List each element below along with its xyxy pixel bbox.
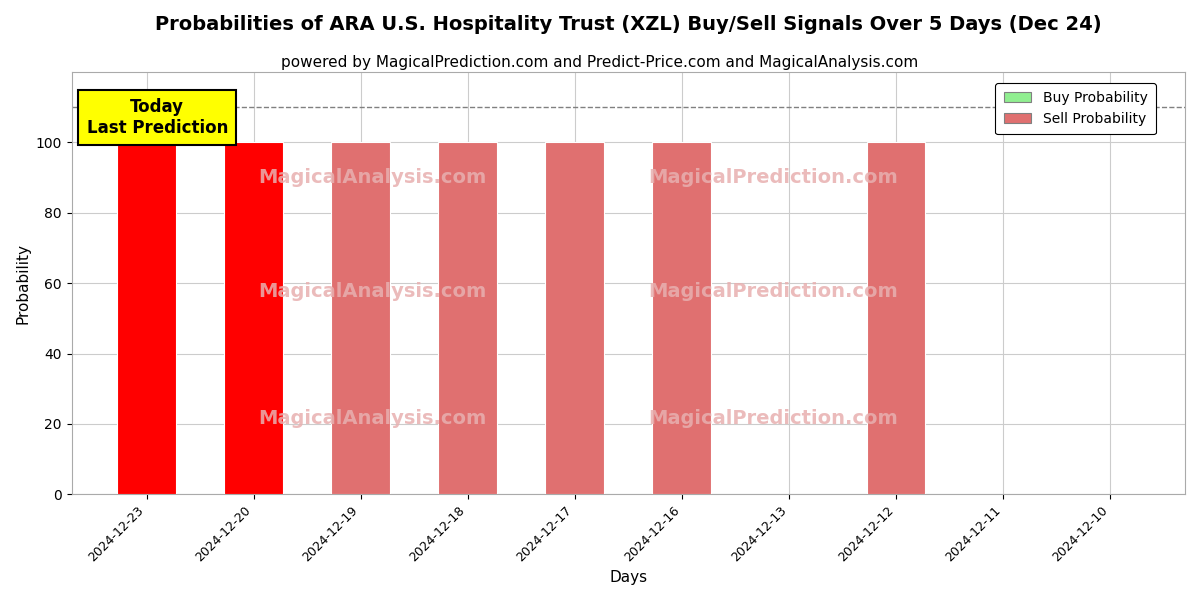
Text: MagicalAnalysis.com: MagicalAnalysis.com	[258, 282, 486, 301]
Bar	[545, 142, 605, 494]
Text: MagicalAnalysis.com: MagicalAnalysis.com	[258, 409, 486, 428]
Text: powered by MagicalPrediction.com and Predict-Price.com and MagicalAnalysis.com: powered by MagicalPrediction.com and Pre…	[281, 55, 919, 70]
X-axis label: Days: Days	[610, 570, 647, 585]
Bar	[438, 142, 497, 494]
Text: Today
Last Prediction: Today Last Prediction	[86, 98, 228, 137]
Bar	[224, 142, 283, 494]
Title: Probabilities of ARA U.S. Hospitality Trust (XZL) Buy/Sell Signals Over 5 Days (: Probabilities of ARA U.S. Hospitality Tr…	[155, 15, 1102, 34]
Bar	[653, 142, 712, 494]
Y-axis label: Probability: Probability	[16, 242, 30, 323]
Legend: Buy Probability, Sell Probability: Buy Probability, Sell Probability	[995, 83, 1156, 134]
Text: MagicalPrediction.com: MagicalPrediction.com	[648, 168, 898, 187]
Text: MagicalPrediction.com: MagicalPrediction.com	[648, 282, 898, 301]
Bar	[331, 142, 390, 494]
Text: MagicalAnalysis.com: MagicalAnalysis.com	[258, 168, 486, 187]
Bar	[866, 142, 925, 494]
Text: MagicalPrediction.com: MagicalPrediction.com	[648, 409, 898, 428]
Bar	[118, 142, 176, 494]
